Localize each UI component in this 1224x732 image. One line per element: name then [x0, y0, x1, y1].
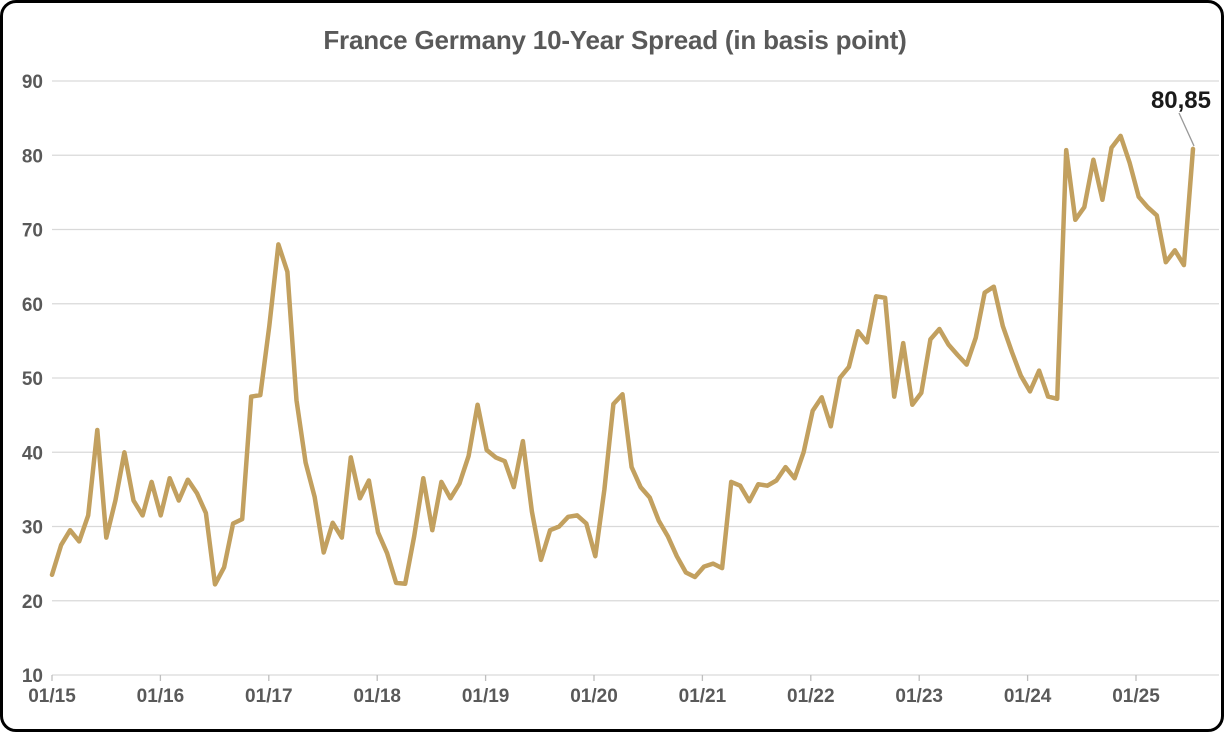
last-value-label: 80,85 [1150, 87, 1211, 114]
y-axis-label: 70 [22, 221, 43, 242]
y-axis-label: 10 [22, 666, 43, 687]
x-axis-label: 01/25 [1112, 686, 1160, 707]
x-axis-label: 01/15 [28, 686, 76, 707]
chart-title: France Germany 10-Year Spread (in basis … [323, 25, 907, 55]
x-axis-label: 01/20 [570, 686, 618, 707]
y-axis-label: 40 [22, 443, 43, 464]
y-axis-label: 30 [22, 518, 43, 539]
y-axis-label: 60 [22, 295, 43, 316]
y-axis-label: 90 [22, 72, 43, 93]
x-axis-label: 01/18 [353, 686, 401, 707]
x-axis-label: 01/24 [1004, 686, 1052, 707]
y-axis-label: 50 [22, 369, 43, 390]
x-axis-label: 01/23 [895, 686, 943, 707]
x-axis-label: 01/17 [245, 686, 293, 707]
line-chart: 10 20 30 40 50 60 70 80 90 01/15 01/16 01/17 01/18 01… [22, 72, 1219, 707]
x-axis-label: 01/21 [679, 686, 727, 707]
x-axis-label: 01/22 [787, 686, 835, 707]
spread-line [49, 133, 1196, 587]
annotation-leader-line [1178, 112, 1195, 147]
x-axis-label: 01/19 [462, 686, 510, 707]
y-axis-label: 80 [22, 146, 43, 167]
x-axis-label: 01/16 [137, 686, 185, 707]
y-axis-label: 20 [22, 592, 43, 613]
